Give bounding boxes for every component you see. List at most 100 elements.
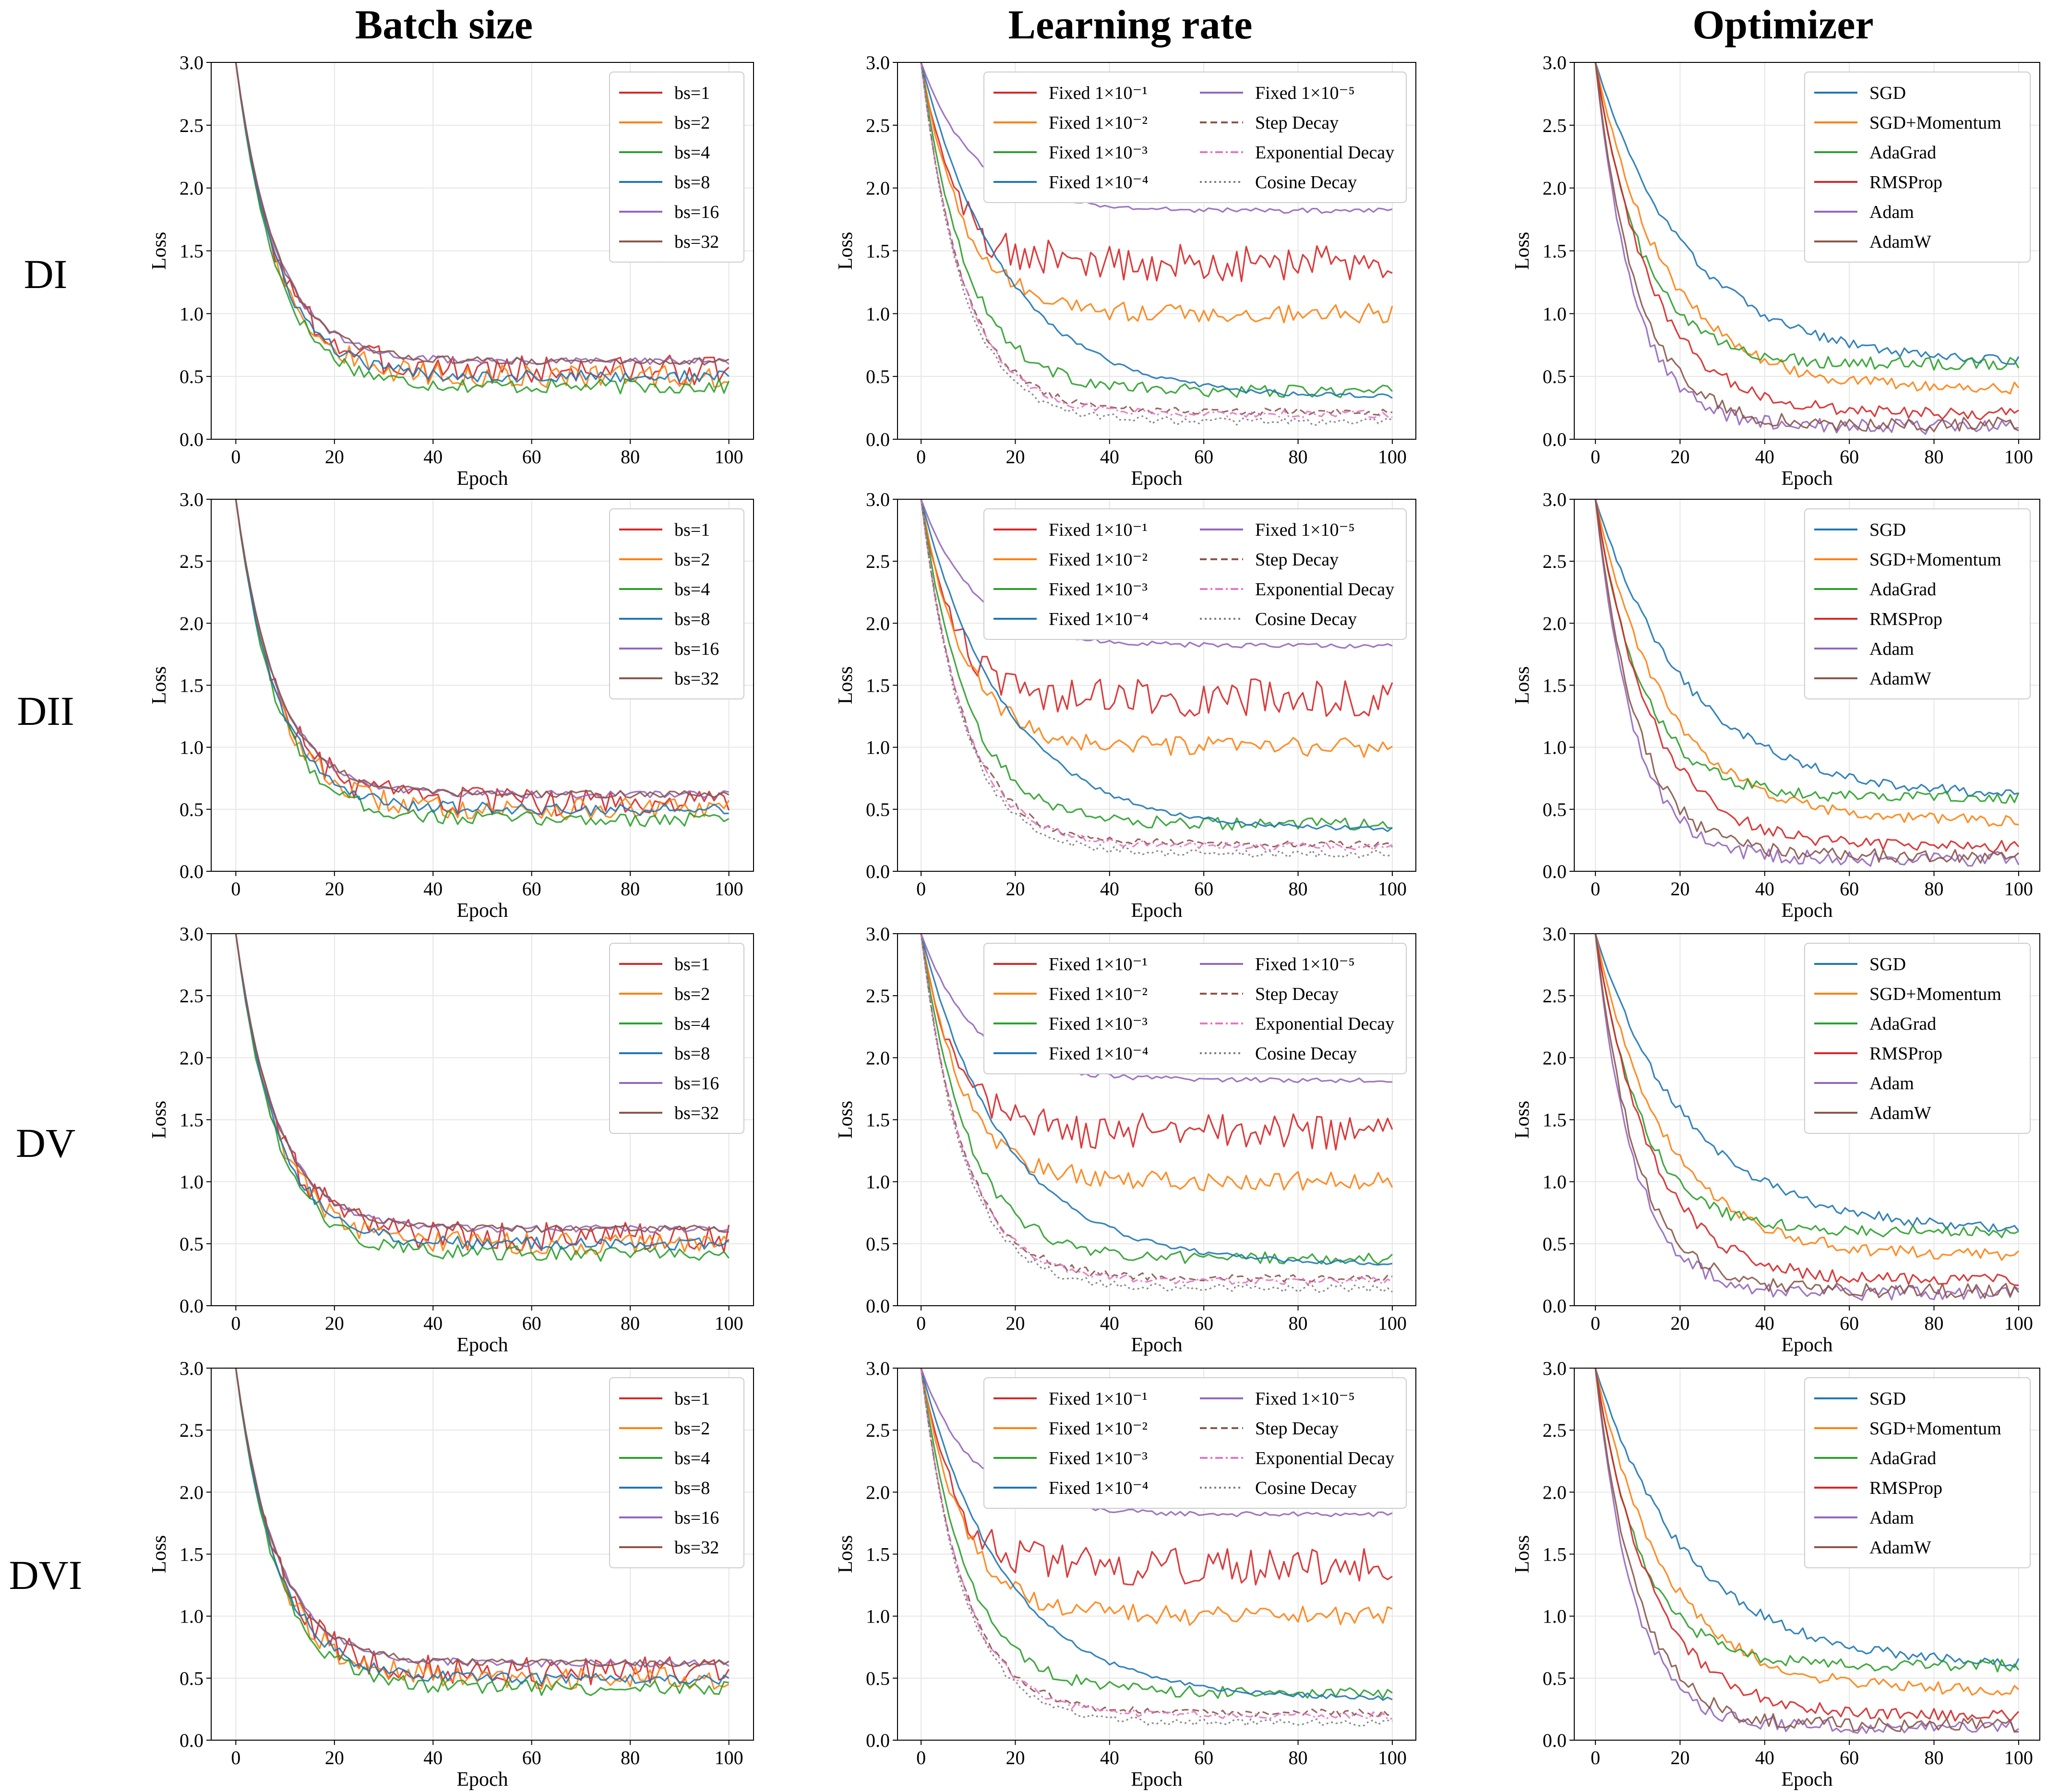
row-label-dv: DV: [16, 1120, 75, 1166]
y-tick-label: 2.5: [1543, 115, 1567, 136]
legend-label-adagrad: AdaGrad: [1869, 1448, 1936, 1468]
plot-frame: [897, 499, 1416, 872]
legend-label-fixed-1-10: Fixed 1×10⁻³: [1049, 143, 1148, 163]
y-tick-label: 1.5: [180, 241, 204, 262]
legend-box: [609, 1377, 744, 1568]
panel-learning-rate-di: 0.0 0.5 1.0 1.5 2.0 2.5 3.0 0 20 40 60 80 100 Epoch Lo…: [835, 52, 1416, 490]
series-line-adagrad: [1594, 499, 2020, 804]
series-line-adamw: [1594, 1368, 2019, 1733]
legend-label-fixed-1-10: Fixed 1×10⁻⁴: [1049, 172, 1149, 192]
legend-label-step-decay: Step Decay: [1255, 550, 1339, 570]
series-line-bs-2: [235, 499, 730, 821]
legend-label-exponential-decay: Exponential Decay: [1255, 1014, 1394, 1034]
y-tick-label: 0.5: [866, 1233, 890, 1255]
x-tick-label: 40: [1755, 1312, 1774, 1334]
y-tick-label: 1.5: [866, 675, 890, 697]
legend-label-bs-1: bs=1: [674, 83, 710, 103]
legend: bs=1 bs=2 bs=4 bs=8 bs=16 bs=32: [609, 508, 744, 699]
legend-box: [609, 508, 744, 699]
legend-label-bs-8: bs=8: [674, 172, 710, 192]
y-tick-label: 2.5: [866, 985, 890, 1007]
x-tick-label: 80: [1925, 1747, 1944, 1768]
y-axis-label: Loss: [835, 232, 857, 270]
x-tick-label: 100: [1378, 1312, 1407, 1334]
y-tick-label: 3.0: [866, 489, 890, 510]
legend-label-sgd: SGD: [1869, 520, 1906, 540]
y-tick-label: 2.0: [180, 613, 204, 634]
series-line-step-decay: [920, 499, 1393, 849]
x-axis-label: Epoch: [456, 468, 508, 490]
series-line-fixed-1-10: [920, 499, 1392, 831]
x-tick-label: 0: [1591, 878, 1600, 900]
x-tick-label: 60: [1194, 446, 1213, 468]
legend-label-adagrad: AdaGrad: [1869, 579, 1936, 600]
legend-box: [983, 943, 1407, 1074]
legend: Fixed 1×10⁻¹ Fixed 1×10⁻² Fixed 1×10⁻³ Fixe…: [983, 943, 1407, 1074]
legend-label-adam: Adam: [1869, 202, 1914, 222]
y-tick-label: 2.0: [866, 1047, 890, 1069]
plot-frame: [897, 1368, 1416, 1741]
y-tick-label: 1.0: [866, 1171, 890, 1193]
legend-label-adagrad: AdaGrad: [1869, 1014, 1936, 1034]
panel-optimizer-di: 0.0 0.5 1.0 1.5 2.0 2.5 3.0 0 20 40 60 80 100 Epoch Lo…: [1511, 52, 2040, 490]
series-line-fixed-1-10: [920, 933, 1393, 1151]
x-tick-label: 100: [715, 878, 743, 900]
x-tick-label: 100: [1378, 1747, 1407, 1768]
legend-label-bs-32: bs=32: [674, 1103, 719, 1123]
x-tick-label: 100: [715, 1312, 743, 1334]
legend-label-bs-2: bs=2: [674, 984, 710, 1004]
legend-box: [1804, 1377, 2031, 1568]
series-line-bs-8: [235, 1368, 730, 1685]
panel-optimizer-dii: 0.0 0.5 1.0 1.5 2.0 2.5 3.0 0 20 40 60 80 100 Epoch Lo…: [1511, 489, 2040, 922]
y-tick-label: 2.5: [180, 551, 204, 572]
y-tick-label: 0.0: [180, 429, 204, 450]
series-line-bs-32: [235, 933, 729, 1233]
legend: SGD SGD+Momentum AdaGrad RMSProp Adam AdamW: [1804, 943, 2031, 1134]
y-tick-label: 0.0: [1543, 1295, 1567, 1317]
panel-batch-size-dii: 0.0 0.5 1.0 1.5 2.0 2.5 3.0 0 20 40 60 80 100 Epoch Lo…: [148, 489, 754, 922]
y-tick-label: 3.0: [866, 923, 890, 945]
series-line-step-decay: [920, 933, 1393, 1283]
x-tick-label: 100: [2004, 1312, 2033, 1334]
legend-label-fixed-1-10: Fixed 1×10⁻¹: [1049, 520, 1148, 540]
x-axis-label: Epoch: [456, 1768, 508, 1791]
x-tick-label: 40: [1755, 878, 1774, 900]
y-tick-label: 0.5: [180, 1668, 204, 1689]
y-axis-label: Loss: [148, 1101, 170, 1139]
y-axis-label: Loss: [148, 232, 170, 270]
legend-label-adam: Adam: [1869, 639, 1914, 659]
legend-label-bs-16: bs=16: [674, 1073, 719, 1094]
y-tick-label: 1.0: [1543, 1606, 1567, 1627]
y-tick-label: 1.5: [866, 1109, 890, 1131]
x-axis-label: Epoch: [456, 900, 508, 922]
y-tick-label: 1.5: [1543, 241, 1567, 262]
y-tick-label: 3.0: [866, 52, 890, 73]
series-line-bs-32: [235, 499, 730, 799]
panel-batch-size-dv: 0.0 0.5 1.0 1.5 2.0 2.5 3.0 0 20 40 60 80 100 Epoch Lo…: [148, 923, 754, 1356]
series-line-sgd: [1594, 1368, 2020, 1668]
y-tick-label: 2.0: [180, 1047, 204, 1069]
legend: Fixed 1×10⁻¹ Fixed 1×10⁻² Fixed 1×10⁻³ Fixe…: [983, 508, 1407, 640]
y-tick-label: 3.0: [180, 923, 204, 945]
legend-label-cosine-decay: Cosine Decay: [1255, 1044, 1357, 1064]
y-axis-label: Loss: [1511, 1535, 1533, 1573]
y-tick-label: 2.0: [866, 613, 890, 634]
legend-label-sgd: SGD: [1869, 954, 1906, 974]
x-tick-label: 20: [1006, 1312, 1025, 1334]
y-tick-label: 0.5: [1543, 366, 1567, 387]
legend-label-adagrad: AdaGrad: [1869, 143, 1936, 163]
y-tick-label: 2.0: [1543, 613, 1567, 634]
series-line-rmsprop: [1594, 499, 2020, 854]
y-tick-label: 1.0: [866, 303, 890, 325]
x-tick-label: 80: [1925, 1312, 1944, 1334]
y-tick-label: 3.0: [180, 52, 204, 73]
legend-box: [1804, 508, 2031, 699]
legend-box: [1804, 943, 2031, 1134]
y-tick-label: 0.5: [180, 1233, 204, 1255]
series-line-sgd-momentum: [1594, 62, 2020, 395]
panel-learning-rate-dv: 0.0 0.5 1.0 1.5 2.0 2.5 3.0 0 20 40 60 80 100 Epoch Lo…: [835, 923, 1416, 1356]
legend-label-adamw: AdamW: [1869, 669, 1931, 689]
legend-label-cosine-decay: Cosine Decay: [1255, 1478, 1357, 1498]
x-tick-label: 60: [522, 446, 541, 468]
